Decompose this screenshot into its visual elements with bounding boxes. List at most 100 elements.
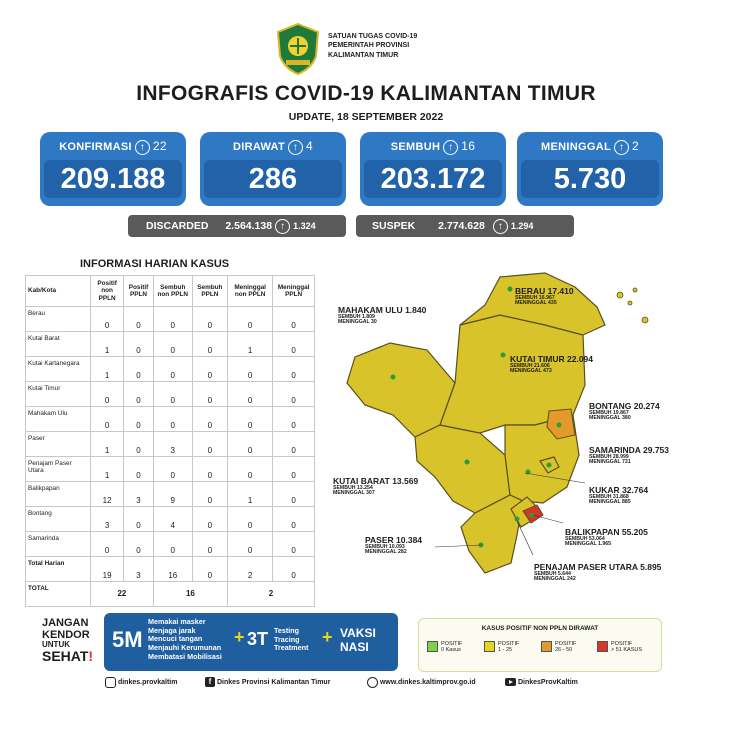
island [627, 300, 633, 306]
location-dot [390, 374, 396, 380]
table-cell: 0 [191, 356, 229, 382]
suspek-delta: 1.294 [510, 221, 534, 231]
table-cell: 1 [89, 356, 125, 382]
list-5m: Memakai masker Menjaga jarak Mencuci tan… [148, 617, 222, 661]
region-meninggal: MENINGGAL 380 [589, 415, 631, 422]
discarded-delta: 1.324 [293, 221, 316, 231]
table-cell: 3 [123, 481, 154, 507]
table-cell: 0 [152, 356, 193, 382]
legend-swatch-red [597, 641, 608, 652]
list-3t: Testing Tracing Treatment [274, 626, 309, 653]
social-website[interactable]: www.dinkes.kaltimprov.go.id [367, 676, 476, 690]
region-total: 55.205 [621, 527, 648, 537]
table-cell: 1 [226, 331, 274, 357]
region-total: 17.410 [547, 286, 574, 296]
region-sembuh: SEMBUH 53.064 [565, 535, 605, 542]
table-cell: 16 [152, 556, 193, 582]
total-positif: 22 [90, 581, 154, 607]
map-label-mahakam-ulu: MAHAKAM ULU 1.840 SEMBUH 1.809 MENINGGAL… [338, 306, 426, 326]
column-header: Meninggal PPLN [272, 275, 315, 307]
arrow-up-icon: ↑ [275, 218, 291, 234]
table-cell: 0 [191, 381, 229, 407]
table-cell: 0 [272, 556, 315, 582]
row-name: Kutai Barat [25, 331, 91, 357]
column-header: Sembuh PPLN [191, 275, 229, 307]
row-name: Berau [25, 306, 91, 332]
table-cell: 0 [226, 406, 274, 432]
island [641, 316, 649, 324]
column-header: Sembuh non PPLN [152, 275, 193, 307]
table-cell: 0 [226, 381, 274, 407]
map-label-kutai-timur: KUTAI TIMUR 22.094 SEMBUH 21.606 MENINGG… [510, 355, 593, 375]
map-label-paser: PASER 10.384 SEMBUH 10.093 MENINGGAL 282 [365, 536, 422, 556]
list-item: Mencuci tangan [148, 634, 203, 644]
region-meninggal: MENINGGAL 473 [510, 368, 552, 375]
table-total-row: TOTAL 22 16 2 [25, 581, 315, 607]
region-meninggal: MENINGGAL 30 [338, 319, 377, 326]
table-cell: 3 [89, 506, 125, 532]
stat-label: KONFIRMASI [59, 141, 132, 153]
region-meninggal: MENINGGAL 242 [534, 576, 576, 583]
region-sembuh: SEMBUH 16.967 [515, 294, 555, 301]
region-name: BERAU [515, 286, 546, 296]
row-name: Mahakam Ulu [25, 406, 91, 432]
map-label-bontang: BONTANG 20.274 SEMBUH 19.867 MENINGGAL 3… [589, 402, 660, 422]
health-protocol-box: 5M Memakai masker Menjaga jarak Mencuci … [104, 613, 398, 671]
table-cell: 0 [272, 531, 315, 557]
region-total: 10.384 [396, 535, 423, 545]
row-name: Paser [25, 431, 91, 457]
exclamation-icon: ! [88, 648, 94, 665]
leader-line [434, 544, 482, 548]
table-row: Total Harian 19 3 16 0 2 0 [25, 556, 315, 582]
region-name: PENAJAM PASER UTARA [534, 562, 638, 572]
table-row: Bontang 3 0 4 0 0 0 [25, 506, 315, 532]
table-cell: 0 [226, 531, 274, 557]
region-sembuh: SEMBUH 1.809 [338, 313, 375, 320]
arrow-up-icon: ↑ [492, 218, 508, 234]
table-cell: 0 [123, 456, 154, 482]
social-facebook[interactable]: f Dinkes Provinsi Kalimantan Timur [205, 676, 330, 690]
legend-range: > 51 KASUS [611, 647, 643, 654]
table-cell: 3 [152, 431, 193, 457]
row-name: Kutai Kartanegara [25, 356, 91, 382]
map-label-samarinda: SAMARINDA 29.753 SEMBUH 28.999 MENINGGAL… [589, 446, 669, 466]
total-label: TOTAL [25, 581, 91, 607]
legend-swatch-green [427, 641, 438, 652]
arrow-up-icon: ↑ [613, 139, 629, 155]
social-instagram[interactable]: dinkes.provkaltim [105, 676, 177, 690]
legend-label: POSITIF [498, 641, 520, 647]
social-youtube[interactable]: DinkesProvKaltim [505, 676, 578, 690]
column-header: Kab/Kota [25, 275, 91, 307]
table-cell: 0 [152, 456, 193, 482]
stat-delta: 4 [306, 139, 313, 153]
region-sembuh: SEMBUH 21.606 [510, 362, 550, 369]
org-line-2: PEMERINTAH PROVINSI [328, 42, 410, 50]
stat-delta: 2 [631, 139, 639, 153]
location-dot [556, 422, 562, 428]
table-cell: 0 [89, 381, 125, 407]
arrow-up-icon: ↑ [288, 139, 304, 155]
suspek-label: SUSPEK [372, 220, 416, 232]
discarded-value: 2.564.138 [225, 220, 273, 232]
stat-delta: 16 [461, 139, 476, 153]
social-text: DinkesProvKaltim [517, 679, 578, 686]
youtube-icon [505, 678, 516, 687]
location-dot [514, 516, 520, 522]
region-total: 1.840 [405, 305, 427, 315]
arrow-up-icon: ↑ [443, 139, 459, 155]
location-dot [464, 459, 470, 465]
label-5m: 5M [112, 627, 143, 652]
row-name: Bontang [25, 506, 91, 532]
table-cell: 0 [272, 506, 315, 532]
table-cell: 0 [272, 381, 315, 407]
region-meninggal: MENINGGAL 435 [515, 300, 557, 307]
table-cell: 0 [272, 331, 315, 357]
table-cell: 0 [152, 331, 193, 357]
island [632, 287, 638, 293]
region-name: BALIKPAPAN [565, 527, 620, 537]
globe-icon [367, 676, 378, 688]
table-cell: 0 [191, 531, 229, 557]
suspek-pill: SUSPEK 2.774.628 ↑ 1.294 [356, 215, 574, 237]
list-item: Treatment [274, 643, 309, 653]
stat-card-dirawat: DIRAWAT ↑ 4 286 [200, 132, 346, 206]
